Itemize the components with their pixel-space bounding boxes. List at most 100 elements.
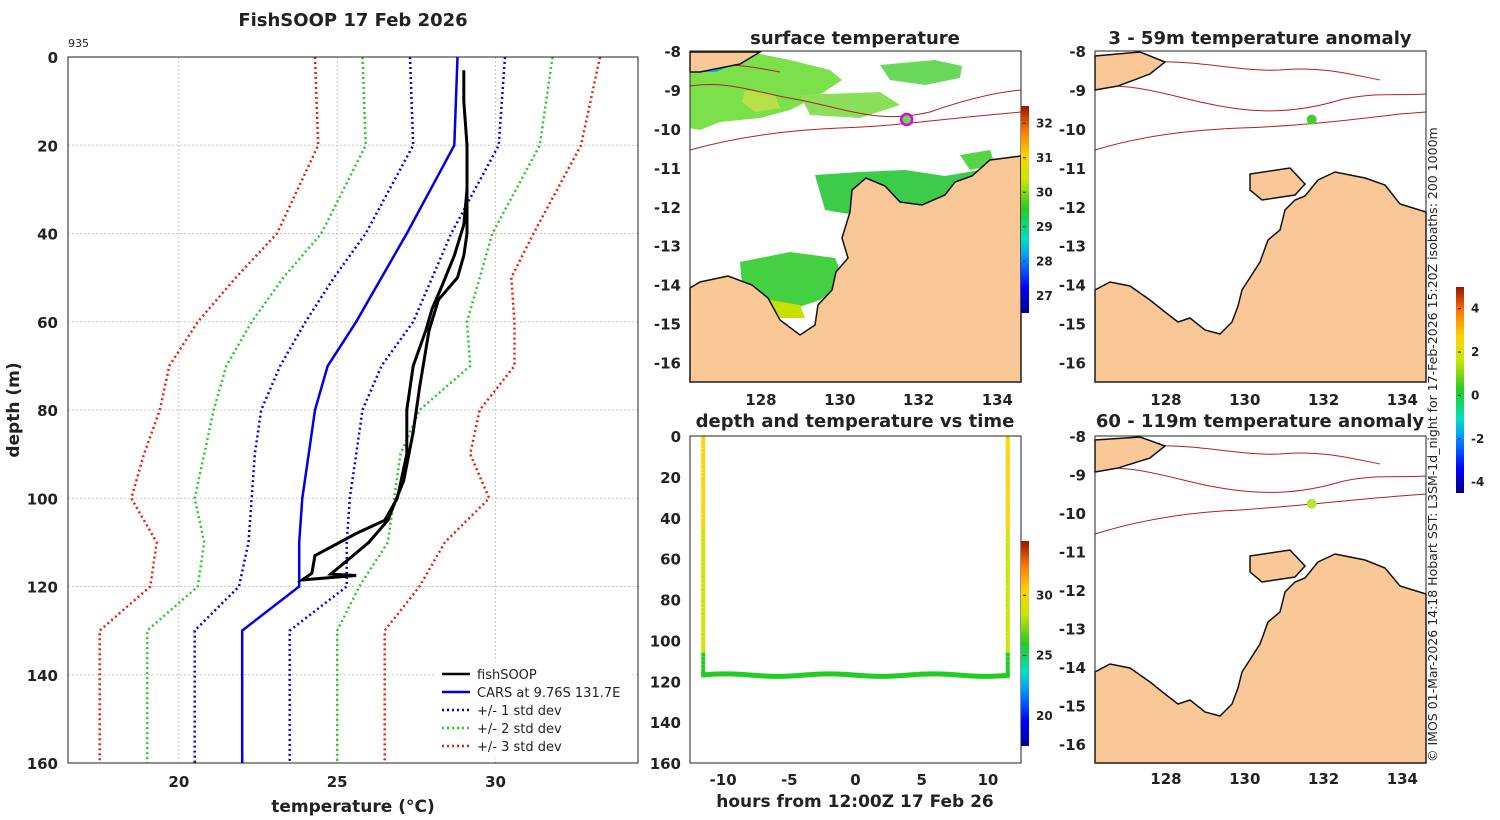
lat-tick: -8 (1069, 43, 1086, 61)
depth-time-point (810, 671, 815, 677)
depth-time-point (787, 673, 792, 679)
anomaly-deep-isobath-north (1149, 445, 1381, 465)
depth-time-point (1005, 636, 1010, 641)
depth-time-point (1005, 587, 1010, 592)
depth-time-point (1005, 534, 1010, 539)
depth-time-point (701, 538, 706, 543)
depth-time-point (1005, 603, 1010, 608)
depth-time-point (889, 673, 894, 679)
depth-time-point (1005, 436, 1010, 441)
profile-x-ticks: 20 25 30 (168, 773, 506, 791)
lat-tick: -16 (1059, 736, 1086, 754)
colorbar-tick-label: 0 (1471, 388, 1479, 402)
depth-time-point (1005, 591, 1010, 596)
profile-y-tick: 100 (27, 490, 58, 508)
depth-time-y-tick: 120 (650, 673, 681, 691)
depth-time-point (846, 672, 851, 678)
std3-lower-line (98, 56, 320, 763)
anomaly-shallow-axes-box (1094, 50, 1427, 383)
depth-time-point (833, 671, 838, 677)
depth-time-point (966, 673, 971, 679)
profile-y-tick: 80 (37, 402, 58, 420)
depth-time-point (724, 671, 729, 677)
depth-time-point (701, 513, 706, 518)
depth-time-point (770, 673, 775, 679)
profile-axes-box (67, 56, 639, 764)
sst-patch-mid (800, 92, 900, 118)
cars-mean-line (240, 56, 459, 763)
anomaly-deep-axes-box (1094, 435, 1427, 764)
depth-time-point (701, 640, 706, 645)
depth-time-point (1005, 525, 1010, 530)
depth-time-point (780, 673, 785, 679)
depth-time-colorbar-ticks: 20 25 30 (1023, 588, 1053, 723)
depth-time-point (1005, 611, 1010, 616)
colorbar-tick-label: -2 (1471, 432, 1484, 446)
depth-time-point (701, 546, 706, 551)
profile-y-tick: 40 (37, 226, 58, 244)
profile-corner-label: 935 (68, 37, 89, 50)
depth-time-point (1005, 628, 1010, 633)
depth-time-point (1005, 669, 1010, 674)
depth-time-point (701, 648, 706, 653)
anomaly-shallow-lon-ticks: 128 130 132 134 (1150, 391, 1418, 409)
depth-time-point (711, 671, 716, 677)
colorbar-tick-label: 27 (1036, 289, 1053, 303)
depth-time-point (830, 671, 835, 677)
depth-time-point (1005, 513, 1010, 518)
depth-time-x-tick: 5 (916, 771, 926, 789)
depth-time-point (1005, 505, 1010, 510)
anomaly-deep-lon-ticks: 128 130 132 134 (1150, 770, 1418, 788)
depth-time-point (1005, 468, 1010, 473)
sst-patch-bay-yellow (770, 300, 805, 318)
depth-time-point (876, 673, 881, 679)
depth-time-point (744, 672, 749, 678)
depth-time-x-tick: -5 (781, 771, 798, 789)
lat-tick: -10 (654, 121, 681, 139)
depth-time-point (701, 505, 706, 510)
depth-time-point (1005, 481, 1010, 486)
depth-time-x-label: hours from 12:00Z 17 Feb 26 (716, 792, 994, 812)
depth-time-point (767, 673, 772, 679)
depth-time-point (704, 672, 709, 678)
depth-time-point (989, 673, 994, 679)
depth-time-point (731, 671, 736, 677)
depth-time-point (701, 607, 706, 612)
depth-time-point (899, 673, 904, 679)
depth-time-point (701, 615, 706, 620)
depth-time-point (863, 673, 868, 679)
depth-time-point (701, 619, 706, 624)
lon-tick: 134 (982, 391, 1013, 409)
lon-tick: 132 (903, 391, 934, 409)
depth-time-point (836, 671, 841, 677)
depth-time-point (972, 673, 977, 679)
depth-time-point (750, 672, 755, 678)
depth-time-point (701, 656, 706, 661)
depth-time-point (1005, 485, 1010, 490)
depth-time-point (916, 671, 921, 677)
lat-tick: -14 (1059, 277, 1086, 295)
depth-time-point (1005, 509, 1010, 514)
profile-legend: fishSOOP CARS at 9.76S 131.7E +/- 1 std … (436, 662, 632, 758)
depth-time-point (1005, 497, 1010, 502)
depth-time-point (701, 664, 706, 669)
profile-y-tick: 140 (27, 667, 58, 685)
depth-time-point (727, 671, 732, 677)
surface-temp-panel: surface temperature 128 130 132 134 -8 -9 -10… (654, 28, 1053, 409)
sst-colorbar (1021, 106, 1029, 313)
depth-time-point (896, 673, 901, 679)
depth-time-point (1005, 615, 1010, 620)
depth-time-point (926, 671, 931, 677)
depth-time-point (1005, 493, 1010, 498)
lat-tick: -12 (1059, 582, 1086, 600)
anomaly-deep-title: 60 - 119m temperature anomaly (1096, 411, 1425, 432)
anomaly-shallow-lat-ticks: -8 -9 -10 -11 -12 -13 -14 -15 -16 (1059, 43, 1086, 373)
lat-tick: -11 (654, 160, 681, 178)
depth-time-point (982, 673, 987, 679)
depth-time-point (701, 509, 706, 514)
depth-time-point (1005, 550, 1010, 555)
sst-patch-north (690, 51, 842, 130)
anomaly-colorbar-ticks: 4 2 0 -2 -4 (1458, 302, 1484, 489)
depth-time-point (701, 452, 706, 457)
